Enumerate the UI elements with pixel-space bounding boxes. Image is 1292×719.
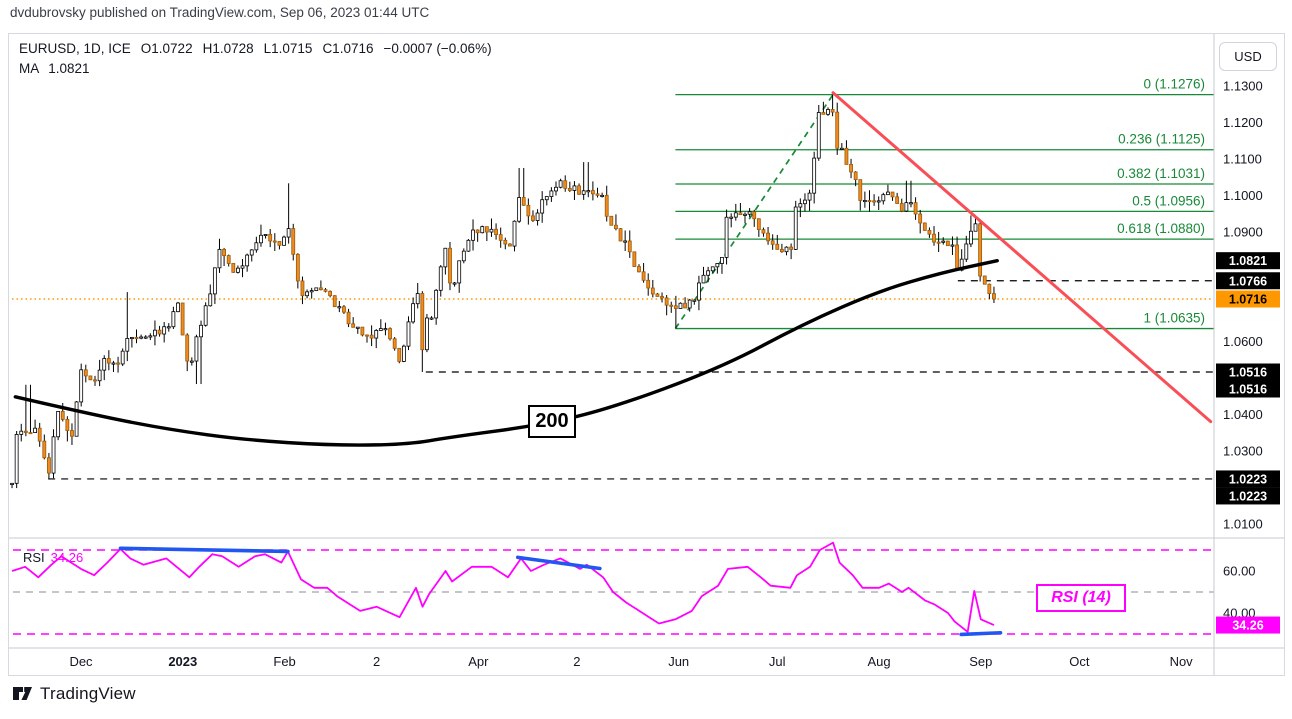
svg-text:2023: 2023 [168, 654, 197, 669]
svg-text:1.0900: 1.0900 [1223, 224, 1263, 239]
attribution-text: dvdubrovsky published on TradingView.com… [10, 5, 430, 20]
chart-canvas[interactable]: 0 (1.1276) 0.236 (1.1125) 0.382 (1.1031) 0.… [9, 34, 1284, 675]
rsi-pane-label-name: RSI [23, 550, 45, 565]
green-dashed-trendline [674, 94, 834, 330]
svg-text:1.0516: 1.0516 [1229, 366, 1267, 380]
svg-text:Sep: Sep [969, 654, 992, 669]
svg-text:1.0223: 1.0223 [1229, 489, 1267, 503]
svg-text:2: 2 [573, 654, 580, 669]
rsi-blue-trendline [515, 555, 602, 571]
svg-text:1 (1.0635): 1 (1.0635) [1143, 311, 1205, 326]
fib-retracement: 0 (1.1276) 0.236 (1.1125) 0.382 (1.1031) 0.… [675, 77, 1214, 330]
svg-text:1.0600: 1.0600 [1223, 334, 1263, 349]
symbol-name: EURUSD, 1D, ICE [19, 41, 131, 56]
ma200-line [13, 258, 999, 447]
svg-text:1.0766: 1.0766 [1229, 274, 1267, 288]
rsi-line [11, 541, 995, 633]
svg-text:Aug: Aug [867, 654, 890, 669]
rsi-blue-trendline [959, 630, 1003, 637]
ohlc-high: H1.0728 [202, 41, 254, 56]
svg-text:1.0300: 1.0300 [1223, 443, 1263, 458]
ma-label: MA [19, 61, 40, 76]
ohlc-change: −0.0007 (−0.06%) [383, 41, 492, 56]
ohlc-open: O1.0722 [140, 41, 193, 56]
svg-text:1.0716: 1.0716 [1229, 293, 1267, 307]
price-pane: 0 (1.1276) 0.236 (1.1125) 0.382 (1.1031) 0.… [10, 77, 1214, 489]
svg-text:0.236 (1.1125): 0.236 (1.1125) [1118, 132, 1205, 147]
svg-text:Dec: Dec [69, 654, 93, 669]
ohlc-close: C1.0716 [322, 41, 374, 56]
svg-text:1.0100: 1.0100 [1223, 516, 1263, 531]
tradingview-logo-icon [13, 687, 32, 700]
svg-text:1.0516: 1.0516 [1229, 383, 1267, 397]
currency-unit-button[interactable]: USD [1219, 42, 1277, 71]
svg-text:Jul: Jul [769, 654, 786, 669]
svg-text:2: 2 [373, 654, 380, 669]
chart-frame: 0 (1.1276) 0.236 (1.1125) 0.382 (1.1031) 0.… [8, 33, 1285, 676]
svg-text:Oct: Oct [1069, 654, 1090, 669]
svg-text:1.1000: 1.1000 [1223, 188, 1263, 203]
svg-text:1.1300: 1.1300 [1223, 78, 1263, 93]
rsi-pane [11, 541, 1214, 637]
svg-text:34.26: 34.26 [1232, 619, 1263, 633]
red-trendline [831, 91, 1213, 424]
ma200-tag: 200 [528, 405, 576, 438]
svg-text:Jun: Jun [668, 654, 689, 669]
ma-indicator-row: MA 1.0821 [19, 61, 90, 76]
svg-text:1.0223: 1.0223 [1229, 472, 1267, 486]
rsi-pane-label: RSI 34.26 [23, 550, 83, 565]
ohlc-low: L1.0715 [263, 41, 313, 56]
rsi-annotation-box: RSI (14) [1036, 584, 1126, 612]
price-axis: 1.1300 1.1200 1.1100 1.1000 1.0900 1.0600 1.04… [1223, 78, 1263, 620]
svg-text:1.1200: 1.1200 [1223, 115, 1263, 130]
time-axis: Dec 2023 Feb 2 Apr 2 Jun Jul Aug Sep Oct Nov [69, 654, 1193, 669]
symbol-title-row: EURUSD, 1D, ICE O1.0722 H1.0728 L1.0715 … [19, 41, 492, 56]
rsi-value-badge [1216, 616, 1280, 634]
ma-value: 1.0821 [48, 61, 90, 76]
svg-text:1.0400: 1.0400 [1223, 407, 1263, 422]
svg-text:0 (1.1276): 0 (1.1276) [1143, 77, 1205, 92]
tradingview-wordmark: TradingView [40, 683, 136, 703]
svg-text:0.618 (1.0880): 0.618 (1.0880) [1117, 221, 1205, 236]
svg-text:Apr: Apr [468, 654, 489, 669]
svg-text:1.1100: 1.1100 [1223, 151, 1262, 166]
rsi-pane-label-value: 34.26 [50, 550, 84, 565]
svg-text:0.5 (1.0956): 0.5 (1.0956) [1132, 193, 1205, 208]
svg-text:1.0821: 1.0821 [1229, 254, 1267, 268]
svg-text:0.382 (1.1031): 0.382 (1.1031) [1117, 166, 1205, 181]
candlesticks [10, 94, 996, 489]
tradingview-logo[interactable]: TradingView [12, 683, 136, 704]
dashed-levels [48, 280, 1214, 480]
price-axis-badges: 1.0821 1.0766 1.0716 1.0516 1.0516 1.0223 1.02… [1216, 252, 1280, 634]
svg-text:Feb: Feb [273, 654, 295, 669]
rsi-blue-trendline [118, 546, 290, 554]
svg-text:60.00: 60.00 [1223, 564, 1256, 579]
svg-text:Nov: Nov [1170, 654, 1194, 669]
